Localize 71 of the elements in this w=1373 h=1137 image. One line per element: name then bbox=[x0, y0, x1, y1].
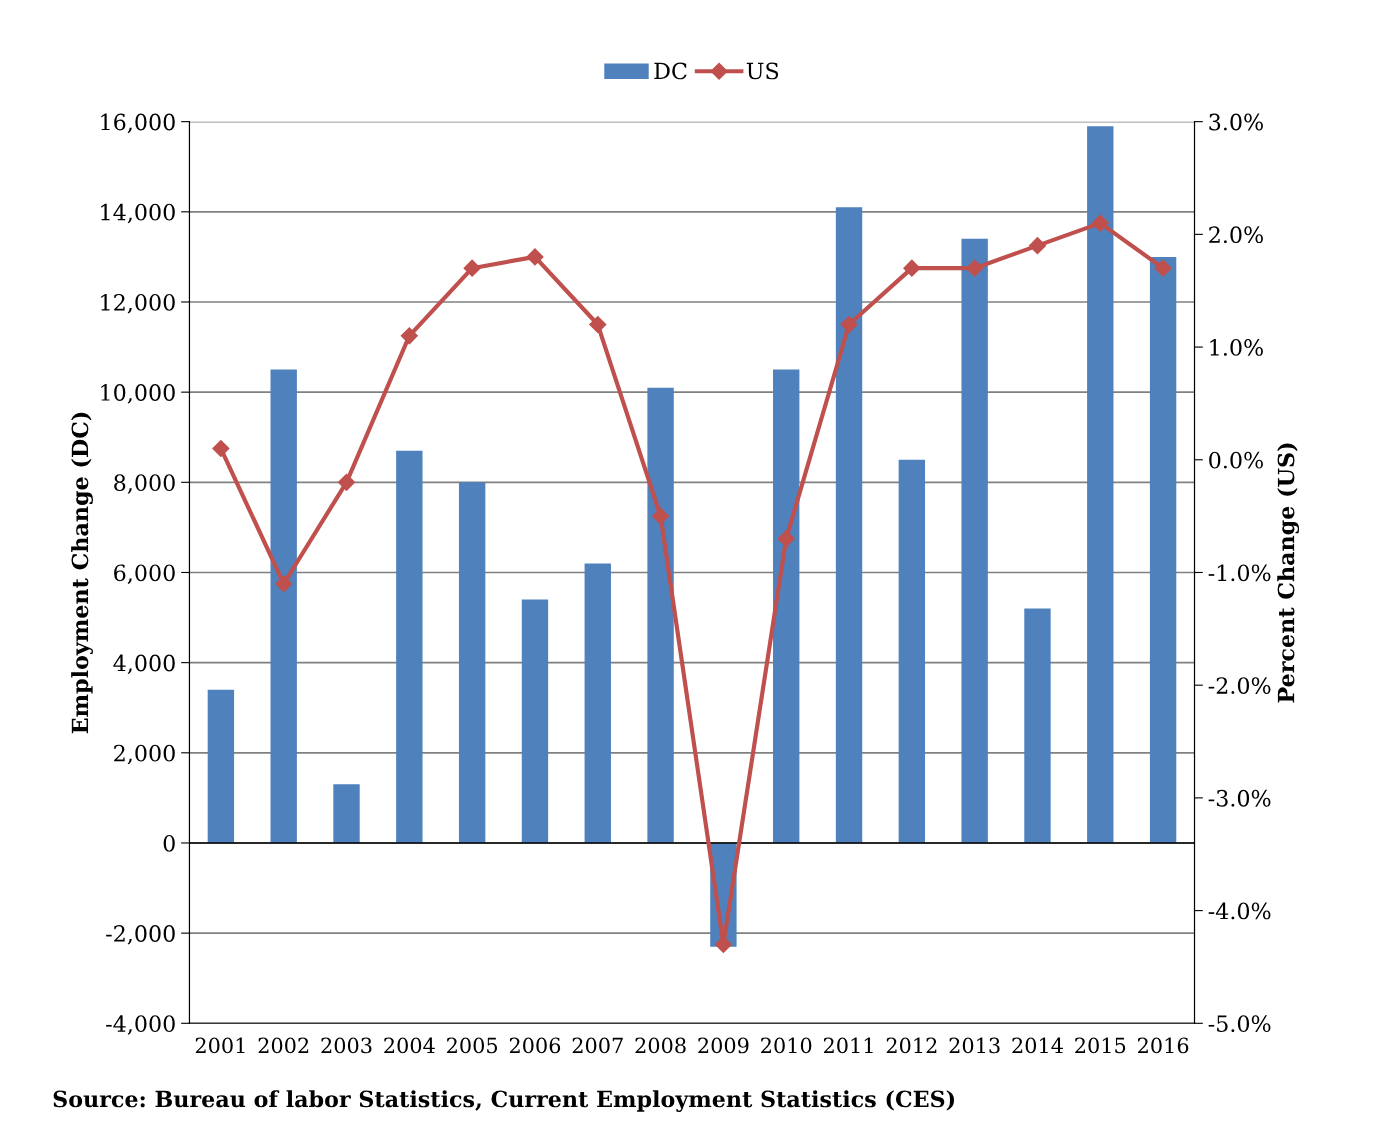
point bbox=[1091, 214, 1109, 232]
point bbox=[589, 315, 607, 334]
bar bbox=[1149, 256, 1177, 843]
y-tick-label: 0 bbox=[163, 834, 175, 852]
y-axis-title: Employment Change (DC) bbox=[71, 412, 93, 734]
bar bbox=[270, 369, 297, 843]
legend-label: US bbox=[746, 62, 779, 80]
point bbox=[777, 530, 795, 548]
x-tick-label: 2010 bbox=[761, 1037, 812, 1054]
x-tick-label: 2016 bbox=[1138, 1037, 1189, 1054]
x-tick-label: 2007 bbox=[572, 1037, 623, 1054]
bar bbox=[1024, 608, 1051, 843]
point bbox=[652, 507, 670, 525]
bar bbox=[521, 599, 549, 843]
bar bbox=[1087, 126, 1114, 843]
point bbox=[337, 473, 356, 491]
x-tick-label: 2014 bbox=[1012, 1037, 1063, 1054]
point bbox=[966, 259, 984, 277]
point bbox=[400, 327, 418, 345]
point bbox=[526, 248, 544, 266]
bar bbox=[835, 207, 863, 843]
x-tick-label: 2006 bbox=[509, 1037, 561, 1054]
x-tick-label: 2013 bbox=[949, 1037, 1000, 1054]
y2-tick-label: -5.0% bbox=[1208, 1015, 1271, 1033]
x-tick-label: 2011 bbox=[823, 1037, 873, 1054]
source-note: Source: Bureau of labor Statistics, Current Employment Statistics (CES) bbox=[53, 1090, 955, 1112]
bar bbox=[458, 482, 486, 843]
bar bbox=[961, 238, 988, 843]
bar bbox=[207, 689, 235, 843]
y-tick-label: 12,000 bbox=[101, 293, 175, 314]
y2-tick-label: -2.0% bbox=[1208, 677, 1271, 694]
x-tick-label: 2005 bbox=[447, 1037, 498, 1054]
x-tick-label: 2001 bbox=[195, 1037, 245, 1054]
y2-tick-label: -4.0% bbox=[1208, 902, 1271, 920]
x-tick-label: 2012 bbox=[886, 1037, 937, 1054]
y2-tick-label: -1.0% bbox=[1208, 564, 1271, 582]
bar bbox=[773, 369, 800, 843]
x-tick-label: 2008 bbox=[635, 1037, 686, 1054]
y-tick-label: -4,000 bbox=[106, 1015, 175, 1035]
y2-axis-title: Percent Change (US) bbox=[1277, 443, 1300, 703]
point bbox=[840, 315, 858, 334]
point bbox=[463, 259, 481, 277]
y-tick-label: 6,000 bbox=[114, 564, 175, 584]
point bbox=[275, 575, 293, 593]
bar bbox=[898, 459, 926, 843]
x-tick-label: 2003 bbox=[321, 1037, 372, 1054]
y-tick-label: 2,000 bbox=[114, 744, 175, 765]
bar bbox=[396, 450, 423, 843]
y2-tick-label: -3.0% bbox=[1208, 789, 1271, 807]
point bbox=[903, 259, 921, 277]
x-tick-label: 2002 bbox=[258, 1037, 309, 1054]
y-tick-label: 10,000 bbox=[101, 384, 175, 404]
y-tick-label: 16,000 bbox=[101, 113, 175, 134]
y-tick-label: 4,000 bbox=[113, 654, 175, 675]
legend-label: DC bbox=[654, 62, 687, 80]
y2-tick-label: 0.0% bbox=[1209, 451, 1263, 469]
point bbox=[1028, 237, 1047, 255]
y2-tick-label: 2.0% bbox=[1209, 226, 1263, 244]
y-tick-label: -2,000 bbox=[106, 925, 175, 945]
x-tick-label: 2004 bbox=[384, 1037, 435, 1054]
x-tick-label: 2009 bbox=[698, 1037, 749, 1054]
bar bbox=[333, 784, 360, 843]
bar bbox=[584, 563, 611, 843]
x-tick-label: 2015 bbox=[1075, 1037, 1126, 1054]
y2-tick-label: 3.0% bbox=[1209, 113, 1263, 131]
bar bbox=[647, 387, 674, 843]
y-tick-label: 14,000 bbox=[101, 203, 175, 224]
y2-tick-label: 1.0% bbox=[1210, 339, 1263, 356]
point bbox=[212, 439, 230, 458]
point bbox=[1154, 259, 1172, 277]
y-tick-label: 8,000 bbox=[114, 474, 175, 494]
